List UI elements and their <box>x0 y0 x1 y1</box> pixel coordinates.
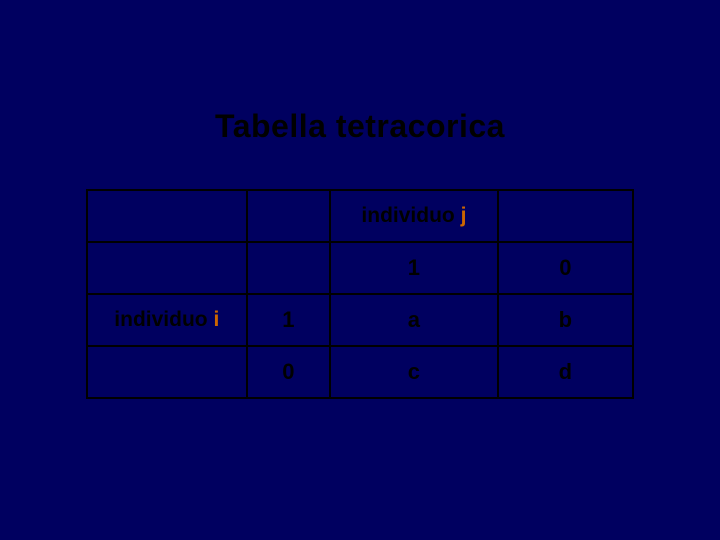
row-label-1: 1 <box>247 294 331 346</box>
row-header-individuo-i: individuo i <box>87 294 247 346</box>
tetrachoric-table: individuo j 1 0 individuo i 1 a b 0 c d <box>86 189 634 399</box>
empty-cell <box>498 190 633 242</box>
table-row: 0 c d <box>87 346 633 398</box>
col-label-1: 1 <box>330 242 498 294</box>
individuo-i-prefix: individuo <box>114 308 213 331</box>
table-row: 1 0 <box>87 242 633 294</box>
individuo-j-prefix: individuo <box>361 204 460 227</box>
empty-cell <box>247 190 331 242</box>
cell-c: c <box>330 346 498 398</box>
cell-d: d <box>498 346 633 398</box>
slide-title: Tabella tetracorica <box>215 108 505 145</box>
table-row: individuo i 1 a b <box>87 294 633 346</box>
empty-cell <box>87 242 247 294</box>
individuo-j-accent: j <box>461 204 467 227</box>
table-row: individuo j <box>87 190 633 242</box>
cell-a: a <box>330 294 498 346</box>
individuo-i-accent: i <box>213 308 219 331</box>
cell-b: b <box>498 294 633 346</box>
empty-cell <box>247 242 331 294</box>
col-header-individuo-j: individuo j <box>330 190 498 242</box>
empty-cell <box>87 190 247 242</box>
col-label-0: 0 <box>498 242 633 294</box>
row-label-0: 0 <box>247 346 331 398</box>
empty-cell <box>87 346 247 398</box>
